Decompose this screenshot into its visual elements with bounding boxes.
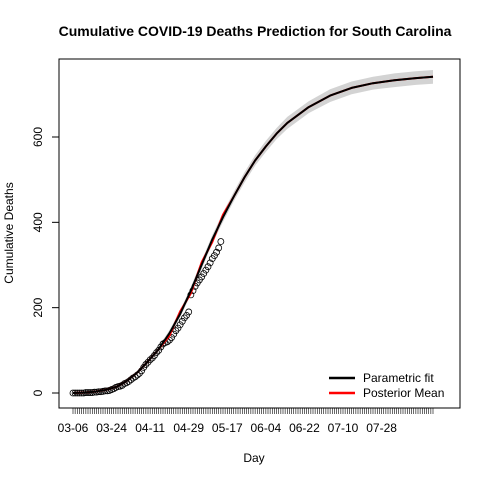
y-tick-label: 400 xyxy=(31,212,45,232)
observed-point xyxy=(183,311,190,319)
observed-point xyxy=(146,356,154,364)
x-tick-label: 04-29 xyxy=(173,421,204,435)
x-tick-label: 03-06 xyxy=(58,421,89,435)
observed-point xyxy=(204,263,212,271)
legend-label: Parametric fit xyxy=(363,371,434,385)
x-tick-label: 03-24 xyxy=(96,421,127,435)
x-tick-label: 05-17 xyxy=(212,421,243,435)
y-axis-label: Cumulative Deaths xyxy=(2,182,16,283)
x-tick-label: 07-10 xyxy=(328,421,359,435)
y-axis: 0 200 400 600 xyxy=(31,127,60,396)
observed-point xyxy=(198,273,205,281)
y-tick-label: 600 xyxy=(31,127,45,147)
observed-point xyxy=(213,248,220,256)
x-axis: 03-06 03-24 04-11 04-29 05-17 06-04 06-22 07-10… xyxy=(58,407,434,435)
posterior-mean-line xyxy=(72,75,434,394)
parametric-fit-line xyxy=(72,75,434,394)
observed-point xyxy=(215,244,223,252)
observed-point xyxy=(185,308,193,316)
x-tick-label: 04-11 xyxy=(135,421,165,435)
observed-point xyxy=(174,324,182,332)
legend-label: Posterior Mean xyxy=(363,386,444,400)
observed-point xyxy=(142,361,150,368)
confidence-band xyxy=(73,70,433,393)
observed-point xyxy=(153,349,160,356)
chart-title: Cumulative COVID-19 Deaths Prediction fo… xyxy=(59,23,452,39)
fit-lines-layer xyxy=(72,75,434,394)
observed-point xyxy=(211,252,218,260)
observed-point xyxy=(202,266,210,274)
observed-point xyxy=(206,259,214,267)
observed-point xyxy=(176,321,184,329)
x-axis-label: Day xyxy=(243,451,264,465)
confidence-band-layer xyxy=(73,70,433,393)
observed-point xyxy=(200,270,208,277)
observed-point xyxy=(217,238,225,245)
observed-point xyxy=(159,340,167,348)
x-tick-label: 06-22 xyxy=(289,421,320,435)
x-tick-label: 06-04 xyxy=(251,421,282,435)
y-tick-label: 200 xyxy=(31,297,45,317)
y-tick-label: 0 xyxy=(31,389,45,396)
x-tick-label: 07-28 xyxy=(366,421,397,435)
plot-area-frame xyxy=(58,58,461,409)
observed-point xyxy=(178,317,186,325)
